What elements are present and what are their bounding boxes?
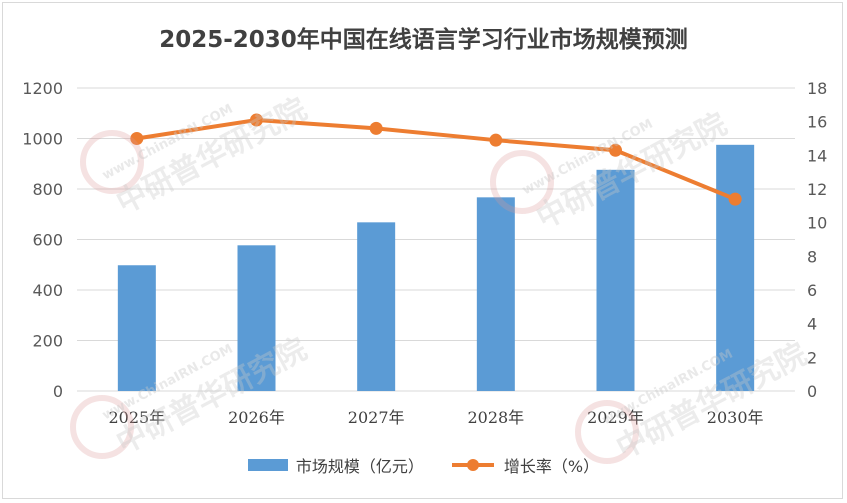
x-tick-label: 2027年	[348, 408, 405, 427]
bar	[596, 169, 635, 391]
y-right-tick-label: 12	[807, 180, 827, 199]
y-right-tick-label: 0	[807, 382, 817, 401]
growth-rate-point	[728, 192, 742, 206]
bar	[716, 144, 755, 391]
chart-title: 2025-2030年中国在线语言学习行业市场规模预测	[159, 27, 688, 53]
y-right-tick-label: 10	[807, 214, 827, 233]
x-tick-label: 2028年	[467, 408, 524, 427]
legend: 市场规模（亿元） 增长率（%）	[0, 452, 847, 478]
y-left-tick-label: 600	[32, 231, 63, 250]
x-tick-label: 2029年	[587, 408, 644, 427]
bar	[357, 222, 396, 391]
growth-rate-line	[136, 117, 736, 201]
y-right-tick-label: 2	[807, 348, 817, 367]
x-tick-label: 2030年	[707, 408, 764, 427]
x-tick-label: 2026年	[228, 408, 285, 427]
growth-rate-point	[250, 113, 263, 127]
y-right-tick-label: 16	[807, 113, 827, 132]
y-right-tick-label: 18	[807, 79, 827, 98]
y-left-tick-label: 200	[32, 332, 63, 351]
growth-rate-point	[130, 132, 144, 145]
legend-label-market-size: 市场规模（亿元）	[295, 457, 424, 476]
y-right-tick-label: 8	[807, 247, 817, 266]
legend-label-growth-rate: 增长率（%）	[503, 457, 600, 476]
bar	[237, 245, 276, 391]
legend-swatch-bar	[247, 459, 288, 471]
y-right-tick-label: 14	[807, 146, 827, 165]
y-left-tick-label: 1200	[22, 79, 63, 98]
y-left-tick-label: 0	[53, 382, 63, 401]
y-left-tick-label: 1000	[22, 130, 63, 149]
legend-swatch-line	[451, 459, 494, 471]
growth-rate-point	[369, 121, 383, 135]
growth-rate-point	[489, 133, 503, 147]
y-left-tick-label: 800	[32, 180, 63, 199]
y-right-tick-label: 4	[807, 315, 817, 334]
bar	[476, 197, 515, 391]
x-tick-label: 2025年	[108, 408, 165, 427]
growth-rate-point	[609, 143, 622, 157]
y-left-tick-label: 400	[32, 281, 63, 300]
legend-item-growth-rate: 增长率（%）	[450, 453, 599, 477]
legend-item-market-size: 市场规模（亿元）	[247, 453, 424, 477]
y-right-tick-label: 6	[807, 281, 817, 300]
bar	[117, 265, 156, 391]
